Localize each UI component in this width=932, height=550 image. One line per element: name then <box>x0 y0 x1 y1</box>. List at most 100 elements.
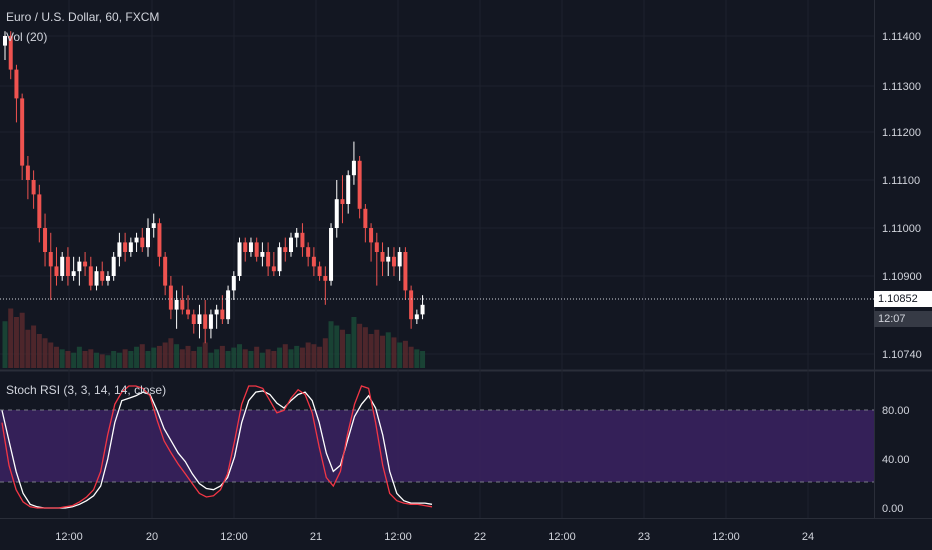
candle-body <box>20 98 25 166</box>
stoch-tick: 80.00 <box>882 405 910 417</box>
volume-bar <box>277 347 283 368</box>
candle-body <box>123 242 128 252</box>
candlesticks[interactable] <box>3 31 425 344</box>
candle-body <box>37 194 42 228</box>
time-axis[interactable]: 12:00 20 12:00 21 12:00 22 12:00 23 12:0… <box>55 531 814 543</box>
volume-bar <box>339 329 345 368</box>
candle-body <box>409 290 414 320</box>
volume-bar <box>139 344 145 368</box>
bar-countdown-tag: 12:07 <box>874 311 932 327</box>
candle-body <box>214 309 219 315</box>
candle-body <box>174 300 179 310</box>
candle-body <box>254 242 259 257</box>
candle-body <box>163 256 168 286</box>
candle-body <box>71 271 76 276</box>
volume-bar <box>408 346 414 368</box>
volume-bar <box>19 312 25 368</box>
volume-bar <box>71 352 77 368</box>
candle-body <box>54 266 59 276</box>
symbol-title[interactable]: Euro / U.S. Dollar, 60, FXCM <box>6 10 160 24</box>
time-tick: 22 <box>474 531 486 543</box>
candle-body <box>363 208 368 228</box>
candle-body <box>397 252 402 267</box>
candle-body <box>380 252 385 262</box>
candle-body <box>283 247 288 252</box>
price-tick: 1.11400 <box>882 31 921 43</box>
volume-bar <box>237 344 243 368</box>
volume-bar <box>31 325 37 368</box>
candle-body <box>157 223 162 257</box>
volume-bar <box>420 351 426 368</box>
candle-body <box>105 276 110 281</box>
volume-bar <box>305 342 311 368</box>
candle-body <box>100 271 105 281</box>
volume-bar <box>191 351 197 368</box>
volume-bar <box>105 355 111 368</box>
volume-bar <box>162 342 168 368</box>
volume-bar <box>225 351 231 368</box>
volume-bar <box>322 338 328 368</box>
main-pane[interactable] <box>0 0 874 370</box>
volume-bar <box>242 349 248 368</box>
candle-body <box>231 276 236 291</box>
candle-body <box>248 242 253 252</box>
candle-body <box>306 247 311 257</box>
volume-bar <box>145 351 151 368</box>
volume-bar <box>76 346 82 368</box>
volume-bar <box>168 338 174 368</box>
volume-bar <box>42 338 48 368</box>
candle-body <box>277 247 282 272</box>
stoch-axis[interactable]: 80.00 40.00 0.00 <box>882 405 910 515</box>
stoch-tick: 0.00 <box>882 503 903 515</box>
volume-bar <box>208 352 214 368</box>
candle-body <box>300 232 305 248</box>
candle-body <box>391 256 396 267</box>
price-tick: 1.11100 <box>882 175 920 187</box>
volume-bar <box>248 351 254 368</box>
volume-bar <box>351 317 357 368</box>
stoch-rsi-indicator-label[interactable]: Stoch RSI (3, 3, 14, 14, close) <box>6 383 167 397</box>
volume-bar <box>288 349 294 368</box>
price-tick: 1.10900 <box>882 271 922 283</box>
volume-bar <box>122 349 128 368</box>
candle-body <box>25 165 30 180</box>
candle-body <box>243 242 248 252</box>
volume-bar <box>328 321 334 368</box>
candle-body <box>83 261 88 267</box>
volume-bar <box>219 345 225 368</box>
volume-bar <box>128 351 134 368</box>
candle-body <box>208 314 213 329</box>
volume-indicator-label[interactable]: Vol (20) <box>6 30 48 44</box>
volume-bar <box>374 329 380 368</box>
candle-body <box>346 175 351 204</box>
volume-bar <box>368 334 374 368</box>
candle-body <box>94 271 99 286</box>
time-tick: 12:00 <box>220 531 248 543</box>
price-tick: 1.11300 <box>882 81 921 93</box>
volume-bars <box>2 308 426 368</box>
candle-body <box>271 266 276 272</box>
time-tick: 21 <box>310 531 322 543</box>
candle-body <box>146 228 150 248</box>
volume-bar <box>111 351 117 368</box>
candle-body <box>43 228 48 252</box>
candle-body <box>420 304 425 315</box>
price-axis[interactable]: 1.11400 1.11300 1.11200 1.11100 1.11000 … <box>882 31 922 361</box>
candle-body <box>311 256 316 267</box>
candle-body <box>294 232 299 238</box>
volume-bar <box>385 332 391 368</box>
candle-body <box>128 242 133 252</box>
candle-body <box>140 237 145 248</box>
candle-body <box>340 199 345 204</box>
candle-body <box>151 223 156 228</box>
volume-bar <box>65 351 71 368</box>
volume-bar <box>334 325 340 368</box>
stoch-lines <box>1 385 433 509</box>
volume-bar <box>414 349 420 368</box>
candle-body <box>237 242 242 276</box>
candle-body <box>374 242 379 252</box>
candle-body <box>111 256 116 276</box>
candle-body <box>403 252 408 291</box>
volume-bar <box>2 321 8 368</box>
